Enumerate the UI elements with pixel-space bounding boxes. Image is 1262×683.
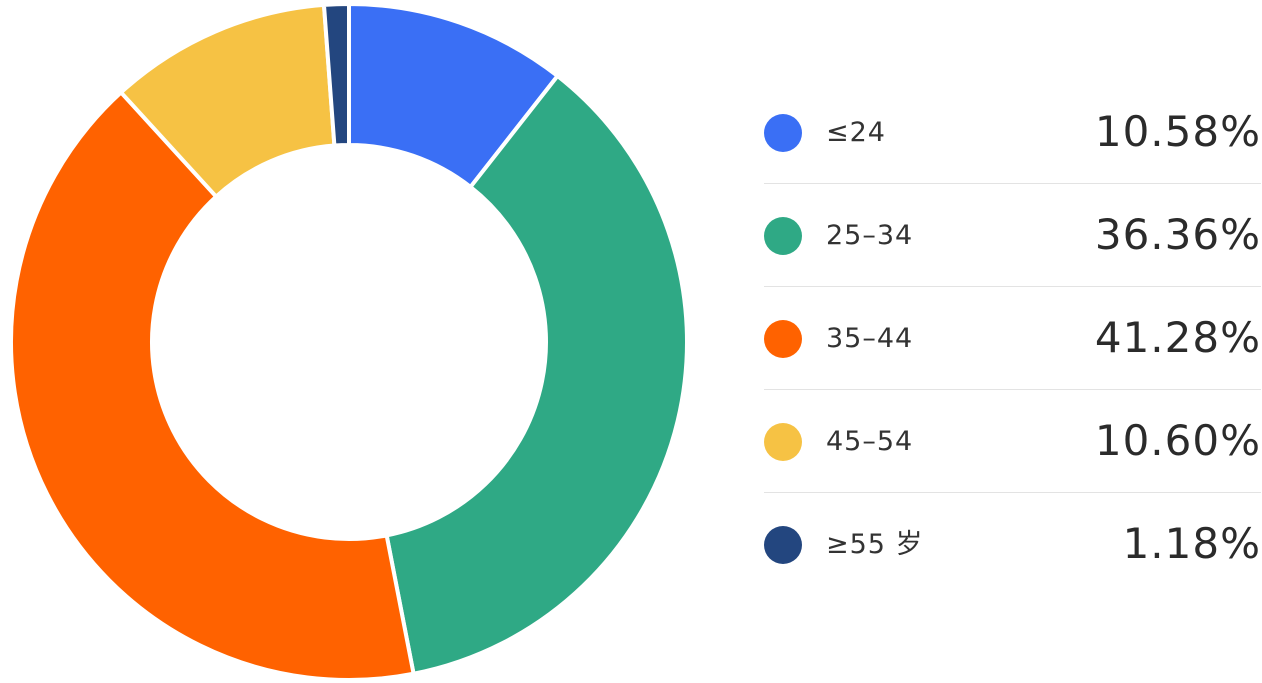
legend-row-35-44: 35–44 41.28% bbox=[764, 287, 1261, 390]
legend-swatch-25-34 bbox=[764, 217, 802, 255]
legend-value-45-54: 10.60% bbox=[1094, 416, 1261, 465]
legend-swatch-35-44 bbox=[764, 320, 802, 358]
legend-value-35-44: 41.28% bbox=[1094, 313, 1261, 362]
legend-swatch-le24 bbox=[764, 114, 802, 152]
legend-value-ge55: 1.18% bbox=[1122, 519, 1261, 568]
legend-label-le24: ≤24 bbox=[826, 117, 886, 148]
legend-swatch-45-54 bbox=[764, 423, 802, 461]
legend-row-le24: ≤24 10.58% bbox=[764, 81, 1261, 184]
donut-chart bbox=[9, 2, 689, 682]
legend-row-25-34: 25–34 36.36% bbox=[764, 184, 1261, 287]
legend-label-35-44: 35–44 bbox=[826, 323, 914, 354]
legend-label-ge55: ≥55 岁 bbox=[826, 529, 924, 560]
donut-slice-25-34 bbox=[384, 73, 689, 676]
chart-legend: ≤24 10.58% 25–34 36.36% 35–44 41.28% 45–… bbox=[764, 81, 1261, 596]
legend-value-le24: 10.58% bbox=[1094, 107, 1261, 156]
legend-row-45-54: 45–54 10.60% bbox=[764, 390, 1261, 493]
donut-slice-ge55 bbox=[321, 2, 351, 148]
donut-slice-35-44 bbox=[9, 90, 416, 682]
legend-label-25-34: 25–34 bbox=[826, 220, 914, 251]
legend-swatch-ge55 bbox=[764, 526, 802, 564]
legend-row-ge55: ≥55 岁 1.18% bbox=[764, 493, 1261, 596]
legend-label-45-54: 45–54 bbox=[826, 426, 914, 457]
legend-value-25-34: 36.36% bbox=[1094, 210, 1261, 259]
